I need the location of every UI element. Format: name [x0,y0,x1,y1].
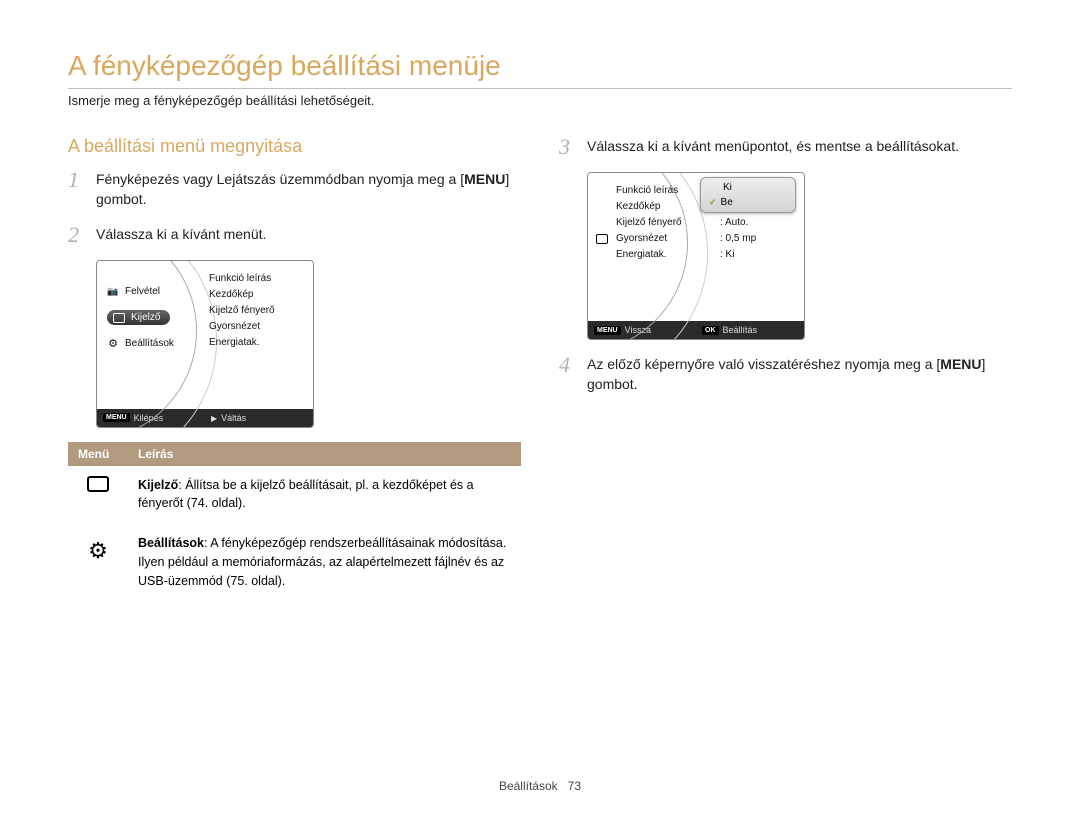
step-1: 1 Fényképezés vagy Lejátszás üzemmódban … [68,169,521,210]
lcd-row-value: : Ki [720,247,734,263]
lcd-submenu-item: Kezdőkép [209,287,275,303]
lcd-footer-label: Beállítás [723,325,758,335]
menu-description-table: Menü Leírás Kijelző: Állítsa be a kijelz… [68,442,521,601]
display-icon [596,234,608,244]
step-1-text-a: Fényképezés vagy Lejátszás üzemmódban ny… [96,171,464,187]
step-number: 2 [68,224,86,246]
menu-key-label: MENU [940,356,981,372]
lcd-row-label: Funkció leírás [616,183,708,199]
lcd-row: Gyorsnézet : 0,5 mp [616,231,756,247]
table-header-menu: Menü [68,442,128,466]
step-4: 4 Az előző képernyőre való visszatéréshe… [559,354,1012,395]
footer-section-label: Beállítások [499,779,558,793]
step-number: 3 [559,136,577,158]
step-2: 2 Válassza ki a kívánt menüt. [68,224,521,246]
menu-key-label: MENU [464,171,505,187]
lcd-row-label: Gyorsnézet [616,231,708,247]
display-icon [113,313,125,323]
title-divider [68,88,1012,89]
table-row-text: : Állítsa be a kijelző beállításait, pl.… [138,478,474,511]
lcd-submenu-item: Energiatak. [209,335,275,351]
dropdown-option-label: Ki [723,182,732,193]
section-title: A beállítási menü megnyitása [68,136,521,157]
lcd-menu-item: Felvétel [107,279,174,305]
lcd-submenu-item: Funkció leírás [209,271,275,287]
camera-icon [107,286,119,298]
step-4-text-a: Az előző képernyőre való visszatéréshez … [587,356,940,372]
lcd-screenshot-1: Felvétel Kijelző Beállítások [96,260,314,428]
lcd-row-label: Kezdőkép [616,199,708,215]
page-footer: Beállítások 73 [0,779,1080,793]
page-title: A fényképezőgép beállítási menüje [68,50,1012,82]
lcd-dropdown: Ki Be [700,177,796,213]
dropdown-option-selected: Be [701,195,795,210]
footer-page-number: 73 [568,779,581,793]
lcd-menu-item-selected: Kijelző [107,305,174,331]
lcd-row: Energiatak. : Ki [616,247,756,263]
lcd-submenu-item: Kijelző fényerő [209,303,275,319]
step-text: Válassza ki a kívánt menüt. [96,224,266,244]
ok-badge: OK [702,326,719,335]
step-text: Fényképezés vagy Lejátszás üzemmódban ny… [96,169,521,210]
lcd-menu-label: Beállítások [125,338,174,349]
lcd-footer-label: Váltás [221,413,246,423]
gear-icon [88,547,108,561]
triangle-right-icon [211,413,217,423]
lcd-row-value: : 0,5 mp [720,231,756,247]
table-header-desc: Leírás [128,442,521,466]
table-row-term: Beállítások [138,536,204,550]
lcd-row-label: Energiatak. [616,247,708,263]
table-row: Kijelző: Állítsa be a kijelző beállítása… [68,466,521,524]
table-row: Beállítások: A fényképezőgép rendszerbeá… [68,524,521,601]
step-text: Válassza ki a kívánt menüpontot, és ment… [587,136,959,156]
gear-icon [107,338,119,350]
step-number: 4 [559,354,577,376]
display-icon [87,476,109,492]
dropdown-option: Ki [701,180,795,195]
check-icon [709,197,717,208]
table-row-term: Kijelző [138,478,178,492]
lcd-row-value: : Auto. [720,215,748,231]
step-text: Az előző képernyőre való visszatéréshez … [587,354,1012,395]
lcd-row-label: Kijelző fényerő [616,215,708,231]
lcd-menu-label: Felvétel [125,286,160,297]
lcd-menu-label: Kijelző [131,312,160,323]
dropdown-option-label: Be [721,197,733,208]
lcd-row: Kijelző fényerő : Auto. [616,215,756,231]
lcd-screenshot-2: Funkció leírás Kezdőkép Kijelző fényerő:… [587,172,805,340]
step-3: 3 Válassza ki a kívánt menüpontot, és me… [559,136,1012,158]
lcd-submenu-item: Gyorsnézet [209,319,275,335]
step-number: 1 [68,169,86,191]
lcd-menu-item: Beállítások [107,331,174,357]
page-subtitle: Ismerje meg a fényképezőgép beállítási l… [68,93,1012,108]
